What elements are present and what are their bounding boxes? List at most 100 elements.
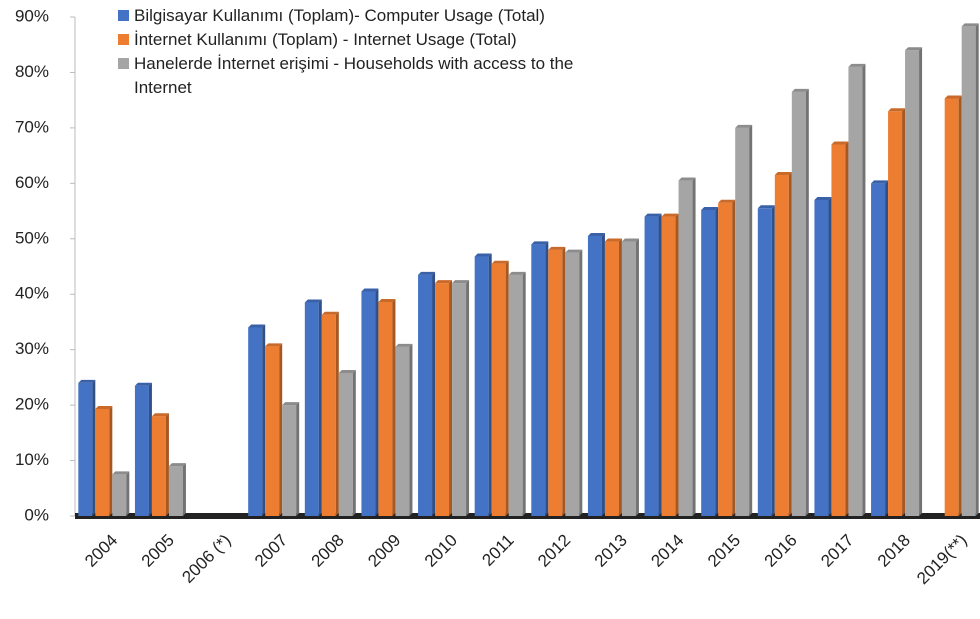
bar-top bbox=[338, 369, 356, 373]
bar-top bbox=[774, 172, 792, 176]
y-tick-label: 80% bbox=[15, 62, 49, 81]
bar-side bbox=[409, 343, 413, 516]
bar bbox=[791, 91, 806, 516]
bar-top bbox=[604, 238, 622, 242]
bar-side bbox=[432, 271, 436, 516]
bar bbox=[168, 466, 183, 516]
bar bbox=[735, 127, 750, 516]
x-tick-label: 2010 bbox=[421, 531, 461, 571]
bar bbox=[661, 216, 676, 516]
bar bbox=[435, 283, 450, 516]
bar-side bbox=[449, 280, 453, 516]
bar-side bbox=[318, 299, 322, 516]
bar bbox=[531, 244, 546, 517]
y-tick-label: 60% bbox=[15, 173, 49, 192]
bar bbox=[621, 241, 636, 517]
x-tick-label: 2016 bbox=[761, 531, 801, 571]
bar-top bbox=[678, 177, 696, 181]
bar-side bbox=[805, 88, 809, 516]
bar bbox=[565, 252, 580, 516]
bar-side bbox=[352, 369, 356, 516]
bar bbox=[587, 236, 602, 516]
bar-side bbox=[635, 238, 639, 517]
bar-side bbox=[335, 311, 339, 516]
legend-swatch bbox=[118, 58, 129, 69]
bar-side bbox=[749, 124, 753, 516]
bar-top bbox=[361, 288, 379, 292]
bar-side bbox=[545, 241, 549, 517]
bar bbox=[395, 346, 410, 516]
bar-side bbox=[902, 108, 906, 516]
bar bbox=[248, 327, 263, 516]
bar bbox=[848, 66, 863, 517]
bar-side bbox=[828, 196, 832, 516]
bar-side bbox=[262, 324, 266, 516]
bar-side bbox=[771, 205, 775, 517]
bar-top bbox=[282, 402, 300, 406]
bar bbox=[718, 202, 733, 516]
bar-top bbox=[78, 379, 96, 383]
bar bbox=[338, 372, 353, 516]
bar bbox=[265, 346, 280, 516]
bar-top bbox=[265, 343, 283, 347]
bar-side bbox=[579, 249, 583, 516]
bar bbox=[95, 408, 110, 516]
bar-top bbox=[168, 463, 186, 467]
bar bbox=[474, 256, 489, 516]
bar-side bbox=[466, 280, 470, 516]
bar-top bbox=[944, 95, 962, 99]
x-tick-label: 2005 bbox=[138, 531, 178, 571]
bar-top bbox=[548, 246, 566, 250]
x-tick-label: 2008 bbox=[308, 531, 348, 571]
bar-side bbox=[788, 172, 792, 516]
bar-top bbox=[587, 233, 605, 237]
legend: Bilgisayar Kullanımı (Toplam)- Computer … bbox=[118, 4, 588, 100]
bar-top bbox=[248, 324, 266, 328]
bar bbox=[644, 216, 659, 516]
bar-top bbox=[378, 298, 396, 302]
floor bbox=[75, 513, 980, 519]
x-tick-label: 2012 bbox=[534, 531, 574, 571]
bar-top bbox=[848, 63, 866, 67]
y-tick-label: 90% bbox=[15, 6, 49, 25]
legend-swatch bbox=[118, 34, 129, 45]
bar-side bbox=[165, 413, 169, 516]
bar-top bbox=[134, 382, 152, 386]
x-tick-label: 2009 bbox=[364, 531, 404, 571]
bar-top bbox=[701, 206, 719, 210]
bar-side bbox=[182, 463, 186, 516]
bar-top bbox=[151, 413, 169, 417]
legend-label: Bilgisayar Kullanımı (Toplam)- Computer … bbox=[134, 6, 545, 25]
x-tick-label: 2017 bbox=[817, 531, 857, 571]
x-tick-label: 2018 bbox=[874, 531, 914, 571]
legend-item: Hanelerde İnternet erişimi - Households … bbox=[118, 52, 588, 100]
bar-side bbox=[692, 177, 696, 517]
x-tick-label: 2006 (*) bbox=[178, 531, 234, 587]
bar-top bbox=[395, 343, 413, 347]
bar-side bbox=[279, 343, 283, 516]
bar-top bbox=[661, 213, 679, 217]
bar bbox=[491, 263, 506, 516]
bar bbox=[418, 274, 433, 516]
x-tick-label: 2015 bbox=[704, 531, 744, 571]
bar-top bbox=[435, 280, 453, 284]
bar-top bbox=[718, 199, 736, 203]
bar-side bbox=[958, 95, 962, 517]
legend-label: Hanelerde İnternet erişimi - Households … bbox=[134, 54, 574, 97]
x-tick-label: 2011 bbox=[478, 531, 517, 570]
bar bbox=[944, 98, 959, 517]
bar-side bbox=[919, 47, 923, 517]
bar-side bbox=[522, 271, 526, 516]
bar-side bbox=[296, 402, 300, 516]
bar-side bbox=[885, 180, 889, 517]
bar-side bbox=[601, 233, 605, 516]
legend-swatch bbox=[118, 10, 129, 21]
legend-item: Bilgisayar Kullanımı (Toplam)- Computer … bbox=[118, 4, 588, 28]
x-tick-label: 2013 bbox=[591, 531, 631, 571]
y-tick-label: 40% bbox=[15, 284, 49, 303]
bar-top bbox=[531, 241, 549, 245]
bar-top bbox=[508, 271, 526, 275]
bar-top bbox=[95, 405, 113, 409]
bar bbox=[814, 199, 829, 516]
